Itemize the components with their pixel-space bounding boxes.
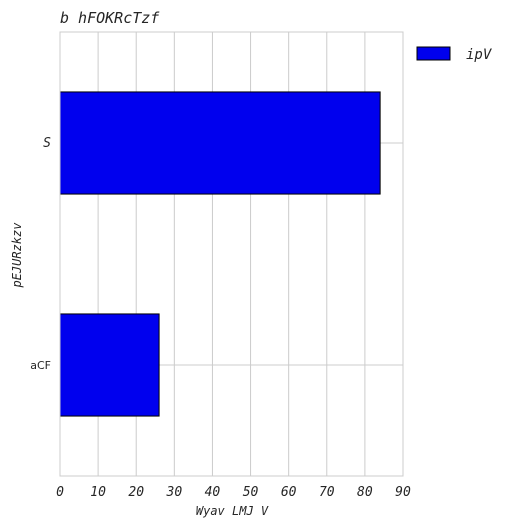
legend-swatch: [416, 46, 451, 61]
plot-frame: [59, 31, 404, 477]
legend-label-ipv: ipV: [466, 47, 493, 63]
bar-s: [59, 91, 381, 195]
bars: [59, 91, 381, 417]
x-tick-label: 10: [90, 485, 106, 500]
x-tick-label: 90: [395, 485, 411, 500]
x-tick-label: 80: [357, 485, 373, 500]
x-tick-label: 20: [128, 485, 144, 500]
chart-title: b hFOKRcTzf: [60, 9, 160, 27]
x-tick-label: 60: [281, 485, 297, 500]
y-tick-label: S: [43, 136, 51, 151]
x-tick-label: 0: [56, 485, 64, 500]
x-tick-labels: 0 10 20 30 40 50 60 70 80 90: [56, 485, 411, 500]
x-tick-label: 50: [243, 485, 259, 500]
x-axis-label: Wyav LMJ V: [196, 504, 269, 518]
y-axis-label: pEJURzkzv: [10, 222, 24, 289]
x-tick-label: 40: [205, 485, 221, 500]
legend: ipV: [416, 46, 493, 63]
bar-acf: [59, 313, 160, 417]
y-tick-label: aCF: [30, 359, 51, 372]
x-tick-label: 70: [319, 485, 335, 500]
x-tick-label: 30: [166, 485, 183, 500]
